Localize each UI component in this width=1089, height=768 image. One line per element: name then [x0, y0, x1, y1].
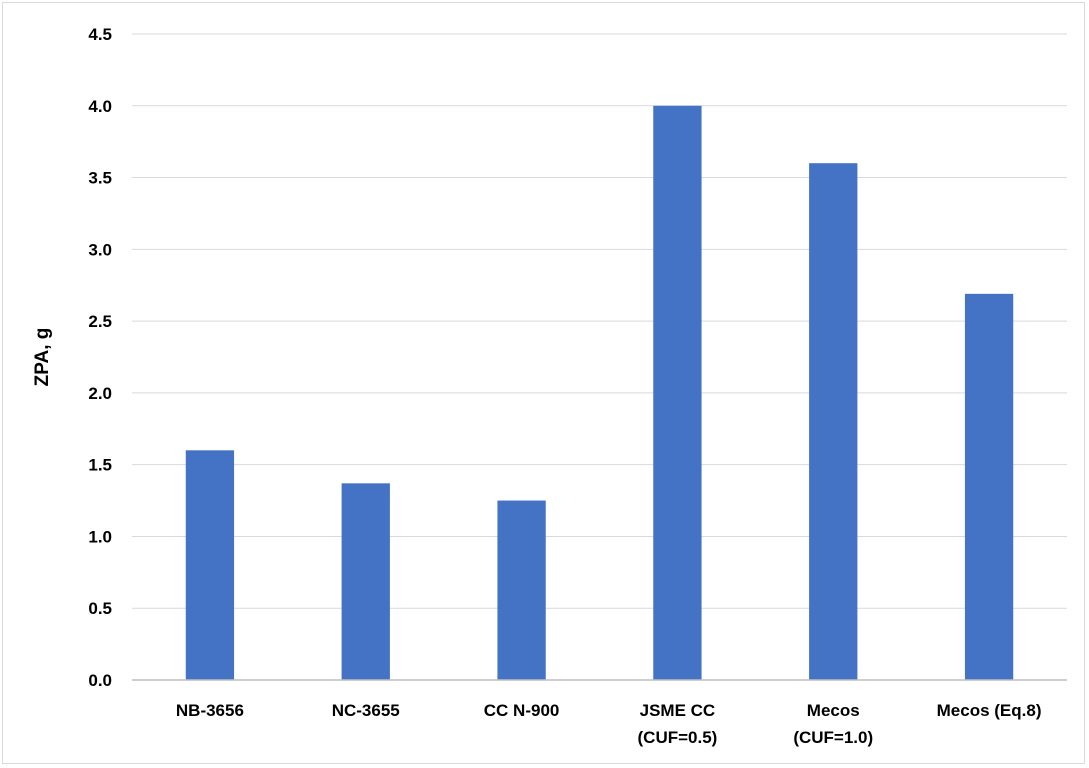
y-tick-label: 2.0	[88, 384, 112, 403]
x-category-label: JSME CC (CUF=0.5)	[638, 701, 718, 747]
bar	[809, 163, 858, 680]
x-category-label: Mecos (CUF=1.0)	[793, 701, 873, 747]
x-category-label: NB-3656	[176, 701, 244, 720]
bar	[185, 450, 235, 680]
y-axis-title: ZPA, g	[32, 328, 53, 387]
y-tick-label: 4.5	[88, 25, 112, 44]
y-tick-label: 1.5	[88, 456, 112, 475]
y-tick-label: 1.0	[88, 527, 112, 546]
bar	[653, 105, 702, 681]
y-tick-label: 0.0	[88, 671, 112, 690]
y-tick-label: 3.5	[88, 169, 112, 188]
y-tick-label: 2.5	[88, 312, 112, 331]
x-category-label: NC-3655	[332, 701, 400, 720]
y-axis-ticks: 0.0 0.5 1.0 1.5 2.0 2.5 3.0 3.5 4.0 4.5	[88, 25, 112, 690]
x-category-label: CC N-900	[484, 701, 560, 720]
bar	[497, 500, 546, 680]
y-tick-label: 4.0	[88, 97, 112, 116]
y-tick-label: 0.5	[88, 599, 112, 618]
bar	[341, 483, 390, 680]
x-axis-categories: NB-3656 NC-3655 CC N-900 JSME CC (CUF=0.5) Me…	[176, 701, 1042, 747]
bars	[185, 105, 1014, 681]
x-category-label: Mecos (Eq.8)	[937, 701, 1042, 720]
y-tick-label: 3.0	[88, 240, 112, 259]
bar	[964, 293, 1014, 680]
gridlines	[132, 33, 1067, 609]
